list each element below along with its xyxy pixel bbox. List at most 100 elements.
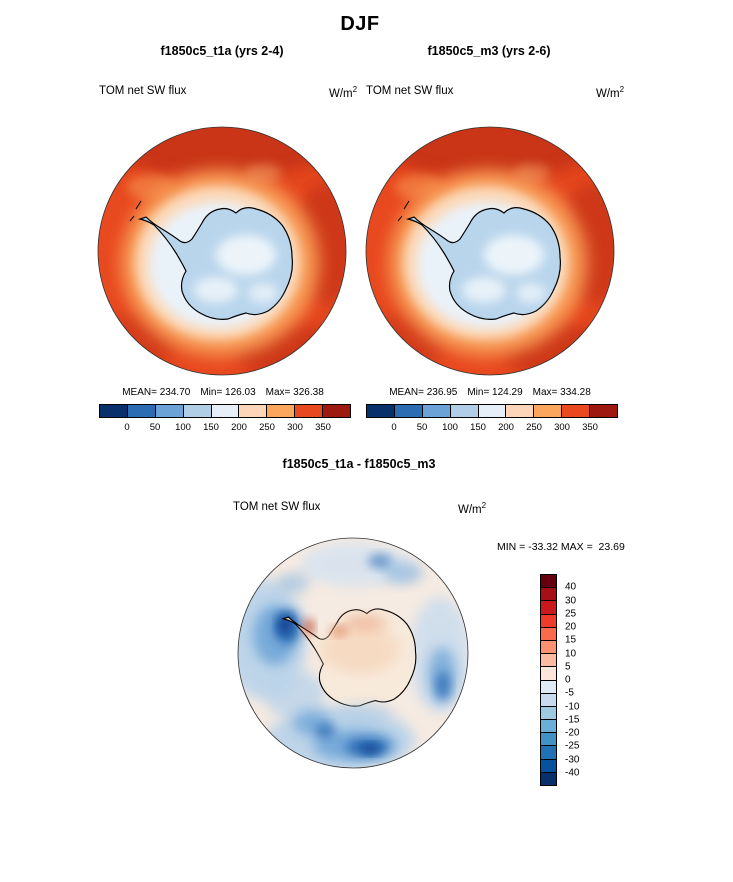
units-exponent: 2 <box>619 85 625 94</box>
colorbar-ticks: 0 50 100 150 200 250 300 350 <box>366 418 618 433</box>
colorbar-segment <box>266 405 295 417</box>
stat-mean: MEAN= 234.70 <box>122 387 191 398</box>
colorbar-segment <box>541 613 556 627</box>
stat-max: Max= 326.38 <box>265 387 324 398</box>
map-right <box>364 125 616 377</box>
stats-right: MEAN= 236.95 Min= 124.29 Max= 334.28 <box>364 387 616 398</box>
units-base: W/m <box>458 503 482 516</box>
map-diff <box>237 537 469 769</box>
flux-colorbar-right: 0 50 100 150 200 250 300 350 <box>366 404 618 433</box>
colorbar-segment <box>541 626 556 640</box>
units-exponent: 2 <box>481 501 487 510</box>
colorbar-segment <box>541 771 556 785</box>
colorbar-tick-label: 50 <box>149 422 161 433</box>
colorbar-tick-label: 0 <box>124 422 130 433</box>
colorbar-segment <box>294 405 323 417</box>
colorbar-tick-label: 150 <box>470 422 486 433</box>
colorbar-segment <box>541 666 556 680</box>
colorbar-segment <box>541 705 556 720</box>
colorbar-tick-label: -5 <box>565 687 574 699</box>
colorbar-tick-label: 350 <box>315 422 331 433</box>
colorbar-segment <box>541 600 556 614</box>
colorbar-ticks: 40 30 25 20 15 10 5 0 -5 -10 -15 -20 -25 -30 -40 <box>565 574 599 786</box>
colorbar-tick-label: 250 <box>526 422 542 433</box>
flux-colorbar-left: 0 50 100 150 200 250 300 350 <box>99 404 351 433</box>
colorbar-strip <box>366 404 618 418</box>
colorbar-tick-label: 200 <box>498 422 514 433</box>
colorbar-tick-label: 300 <box>554 422 570 433</box>
colorbar-segment <box>541 639 556 654</box>
colorbar-tick-label: 15 <box>565 634 577 646</box>
colorbar-tick-label: 350 <box>582 422 598 433</box>
colorbar-tick-label: 25 <box>565 608 577 620</box>
diff-colorbar: 40 30 25 20 15 10 5 0 -5 -10 -15 -20 -25 -30 -40 <box>540 574 579 786</box>
var-label-diff: TOM net SW flux <box>233 501 321 513</box>
colorbar-segment <box>182 405 211 417</box>
colorbar-segment <box>322 405 351 417</box>
colorbar-tick-label: 20 <box>565 621 577 633</box>
units-label-left: W/m2 <box>329 85 357 100</box>
stat-min: Min= 124.29 <box>467 387 523 398</box>
stat-mean: MEAN= 236.95 <box>389 387 458 398</box>
colorbar-tick-label: 0 <box>565 674 571 686</box>
colorbar-segment <box>154 405 183 417</box>
colorbar-segment <box>541 732 556 746</box>
colorbar-segment <box>449 405 478 417</box>
colorbar-tick-label: -20 <box>565 727 580 739</box>
colorbar-strip <box>99 404 351 418</box>
colorbar-segment <box>541 692 556 706</box>
colorbar-segment <box>541 653 556 667</box>
colorbar-tick-label: 50 <box>416 422 428 433</box>
diff-minmax: MIN = -33.32 MAX = 23.69 <box>497 541 625 553</box>
colorbar-tick-label: 150 <box>203 422 219 433</box>
colorbar-segment <box>561 405 590 417</box>
colorbar-segment <box>421 405 450 417</box>
colorbar-segment <box>533 405 562 417</box>
colorbar-tick-label: 0 <box>391 422 397 433</box>
units-exponent: 2 <box>352 85 358 94</box>
var-label-left: TOM net SW flux <box>99 85 187 97</box>
colorbar-strip <box>540 574 557 786</box>
colorbar-tick-label: -15 <box>565 714 580 726</box>
units-base: W/m <box>596 87 620 100</box>
colorbar-segment <box>238 405 267 417</box>
colorbar-tick-label: -40 <box>565 767 580 779</box>
colorbar-segment <box>505 405 534 417</box>
colorbar-tick-label: 10 <box>565 648 577 659</box>
stat-max: Max= 334.28 <box>532 387 591 398</box>
colorbar-segment <box>541 679 556 693</box>
units-label-diff: W/m2 <box>458 501 486 516</box>
colorbar-segment <box>126 405 155 417</box>
colorbar-segment <box>589 405 618 417</box>
colorbar-tick-label: -30 <box>565 754 580 765</box>
diff-title: f1850c5_t1a - f1850c5_m3 <box>282 457 436 471</box>
colorbar-segment <box>541 758 556 772</box>
panel-title-right: f1850c5_m3 (yrs 2-6) <box>427 44 551 58</box>
diff-ocean-anomalies <box>238 543 468 768</box>
panel-title-left: f1850c5_t1a (yrs 2-4) <box>160 44 284 58</box>
map-left <box>96 125 348 377</box>
colorbar-tick-label: 200 <box>231 422 247 433</box>
units-label-right: W/m2 <box>596 85 624 100</box>
colorbar-segment <box>393 405 422 417</box>
colorbar-tick-label: 40 <box>565 581 577 593</box>
colorbar-tick-label: -25 <box>565 740 580 752</box>
stats-left: MEAN= 234.70 Min= 126.03 Max= 326.38 <box>97 387 349 398</box>
colorbar-segment <box>100 405 127 417</box>
page-title: DJF <box>340 13 380 35</box>
colorbar-tick-label: -10 <box>565 701 580 712</box>
diff-continent-anomalies <box>304 615 400 723</box>
colorbar-segment <box>477 405 506 417</box>
colorbar-tick-label: 30 <box>565 595 577 606</box>
colorbar-tick-label: 250 <box>259 422 275 433</box>
colorbar-segment <box>541 745 556 759</box>
colorbar-ticks: 0 50 100 150 200 250 300 350 <box>99 418 351 433</box>
colorbar-segment <box>367 405 394 417</box>
colorbar-tick-label: 100 <box>175 422 191 433</box>
colorbar-tick-label: 300 <box>287 422 303 433</box>
colorbar-tick-label: 5 <box>565 661 571 673</box>
colorbar-segment <box>541 587 556 601</box>
colorbar-segment <box>210 405 239 417</box>
colorbar-segment <box>541 719 556 733</box>
